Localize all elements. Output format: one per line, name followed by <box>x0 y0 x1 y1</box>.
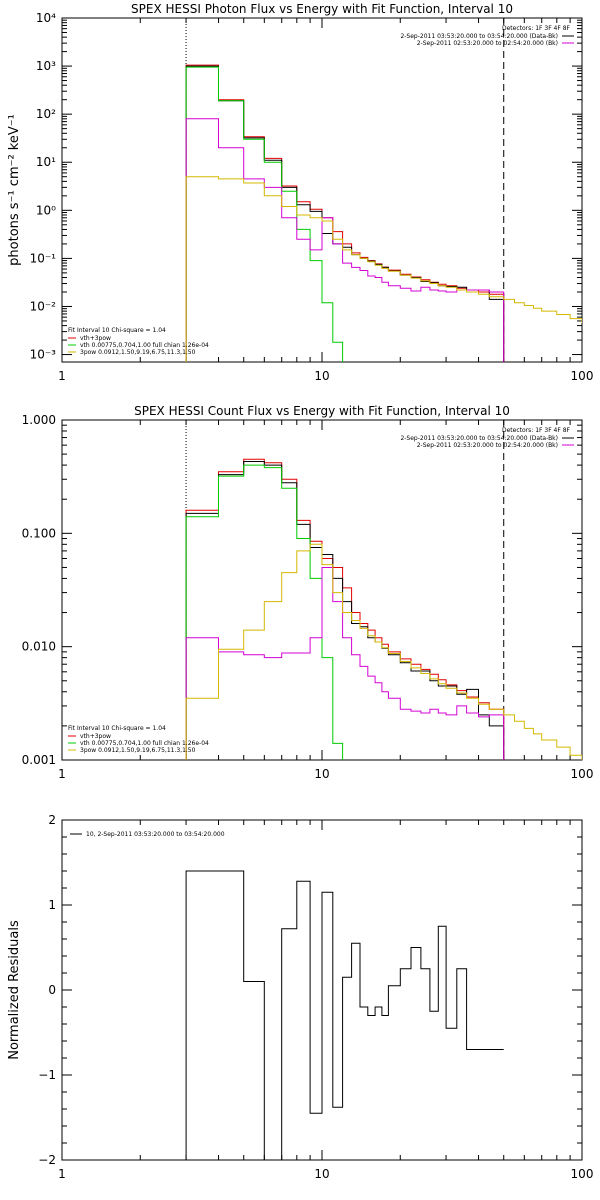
y-tick-label: 1 <box>48 898 56 912</box>
right-legend-entry: 2-Sep-2011 02:53:20.000 to 02:54:20.000 … <box>417 40 558 47</box>
chart-panel-2: SPEX HESSI Count Flux vs Energy with Fit… <box>22 404 594 781</box>
series-line-4 <box>185 567 505 760</box>
chart-panel-3: 1 10 100 −2 −1 0 1 2 Normalized Residuals 10, 2-S… <box>7 813 593 1181</box>
right-legend-entry: 2-Sep-2011 02:53:20.000 to 02:54:20.000 … <box>417 442 558 449</box>
y-tick-label: 0 <box>48 983 56 997</box>
left-legend-entry: 3pow 0.0912,1.50,9.19,6.75,11.3,1.50 <box>80 349 196 356</box>
series-group <box>185 458 582 760</box>
series-line-2 <box>185 65 505 362</box>
left-legend-entry: 3pow 0.0912,1.50,9.19,6.75,11.3,1.50 <box>80 747 196 754</box>
right-legend-entry: 2-Sep-2011 03:53:20.000 to 03:54:20.000 … <box>400 435 558 442</box>
x-tick-label: 100 <box>571 1167 594 1181</box>
y-tick-label: 2 <box>48 813 56 827</box>
x-tick-label: 1 <box>58 1167 66 1181</box>
y-tick-label: 10³ <box>36 59 56 73</box>
x-tick-label: 10 <box>314 1167 329 1181</box>
x-tick-label: 1 <box>58 767 66 781</box>
series-line-4 <box>185 118 505 362</box>
series-line-5 <box>185 176 582 362</box>
y-tick-label: 0.001 <box>22 753 56 767</box>
series-line-3 <box>185 66 344 362</box>
left-legend-entry: vth+3pow <box>80 733 111 740</box>
y-tick-label: 1.000 <box>22 413 56 427</box>
left-legend-entry: vth 0.00775,0.704,1.00 full chian 1.26e-… <box>80 342 209 349</box>
y-axis-label: photons s⁻¹ cm⁻² keV⁻¹ <box>7 114 22 266</box>
x-tick-label: 1 <box>58 369 66 383</box>
y-tick-label: 10⁻² <box>30 299 57 313</box>
series-line-1 <box>185 870 504 1160</box>
series-line-1 <box>185 64 505 362</box>
right-legend-entry: 2-Sep-2011 03:53:20.000 to 03:54:20.000 … <box>400 33 558 40</box>
detectors-label: Detectors: 1F 3F 4F 8F <box>502 427 571 434</box>
series-group <box>185 870 504 1160</box>
chart-title: SPEX HESSI Count Flux vs Energy with Fit… <box>134 404 510 418</box>
detectors-label: Detectors: 1F 3F 4F 8F <box>502 25 571 32</box>
legend-entry: 10, 2-Sep-2011 03:53:20.000 to 03:54:20.… <box>86 831 225 838</box>
left-legend-entry: vth 0.00775,0.704,1.00 full chian 1.26e-… <box>80 740 209 747</box>
x-tick-label: 10 <box>314 369 329 383</box>
series-line-5 <box>185 543 582 760</box>
series-group <box>185 64 582 362</box>
left-legend-entry: vth+3pow <box>80 335 111 342</box>
chart-panel-1: SPEX HESSI Photon Flux vs Energy with Fi… <box>7 2 593 383</box>
x-tick-label: 100 <box>571 369 594 383</box>
y-axis-label: Normalized Residuals <box>7 920 22 1060</box>
y-tick-label: −1 <box>38 1068 56 1082</box>
y-tick-label: 10⁴ <box>36 11 56 25</box>
y-tick-label: 0.100 <box>22 526 56 540</box>
y-tick-label: 10⁰ <box>36 203 56 217</box>
y-tick-label: −2 <box>38 1153 56 1167</box>
x-tick-label: 100 <box>571 767 594 781</box>
fit-summary: Fit Interval 10 Chi-square = 1.04 <box>68 725 166 732</box>
fit-summary: Fit Interval 10 Chi-square = 1.04 <box>68 327 166 334</box>
y-tick-label: 10² <box>36 107 56 121</box>
y-tick-label: 10¹ <box>36 155 56 169</box>
y-tick-label: 10⁻¹ <box>30 251 57 265</box>
chart-title: SPEX HESSI Photon Flux vs Energy with Fi… <box>131 2 513 16</box>
series-line-3 <box>185 464 344 760</box>
y-tick-label: 10⁻³ <box>30 348 57 362</box>
x-tick-label: 10 <box>314 767 329 781</box>
y-tick-label: 0.010 <box>22 640 56 654</box>
